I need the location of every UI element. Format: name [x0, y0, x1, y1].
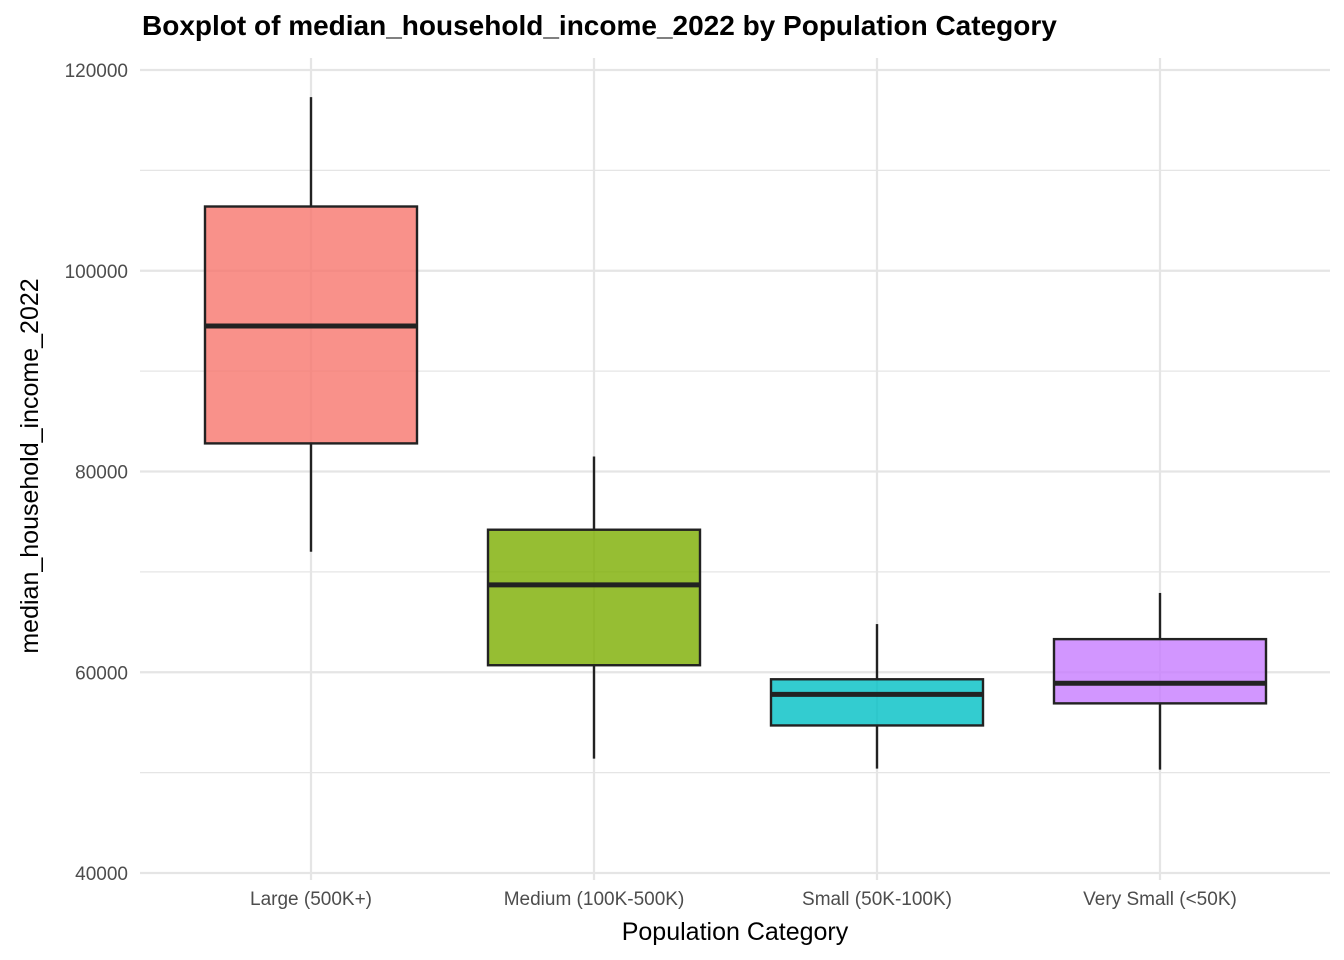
x-tick-label: Small (50K-100K)	[802, 889, 952, 910]
x-tick-label: Medium (100K-500K)	[504, 889, 685, 910]
y-axis-ticks: 40000 60000 80000 100000 120000	[65, 61, 128, 885]
box-layer	[203, 97, 1268, 770]
y-tick-label: 120000	[65, 61, 128, 82]
x-axis-title: Population Category	[622, 918, 849, 946]
y-tick-label: 40000	[75, 864, 128, 885]
chart-title: Boxplot of median_household_income_2022 …	[142, 10, 1057, 41]
box-body	[1052, 637, 1268, 705]
box-3	[769, 624, 985, 769]
y-axis-title: median_household_income_2022	[16, 278, 44, 653]
box-2	[486, 456, 702, 759]
grid-layer	[140, 58, 1330, 880]
x-tick-label: Large (500K+)	[250, 889, 372, 910]
x-axis-ticks: Large (500K+) Medium (100K-500K) Small (50…	[250, 889, 1237, 910]
box-4	[1052, 592, 1268, 770]
y-tick-label: 80000	[75, 463, 128, 484]
y-tick-label: 100000	[65, 262, 128, 283]
box-body	[769, 678, 985, 727]
box-1	[203, 97, 419, 552]
box-body	[486, 528, 702, 667]
y-tick-label: 60000	[75, 663, 128, 684]
x-tick-label: Very Small (<50K)	[1083, 889, 1237, 910]
